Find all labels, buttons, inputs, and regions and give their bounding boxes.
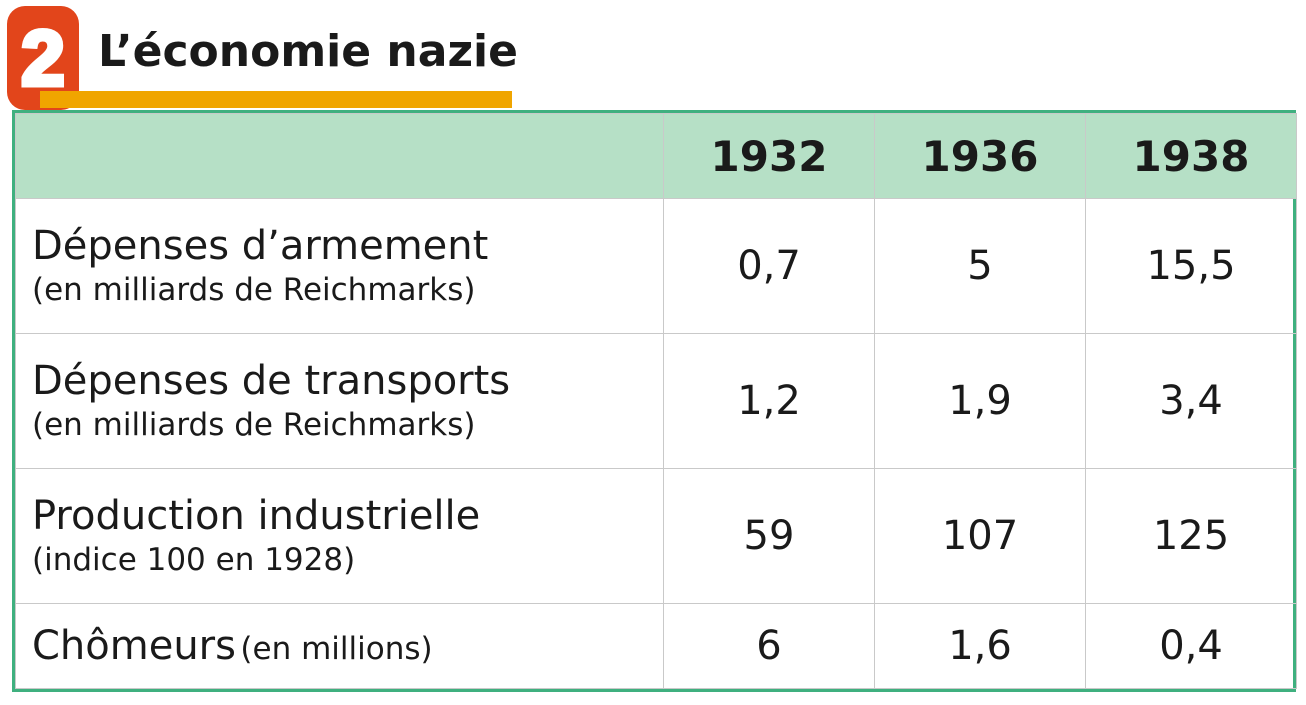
value-cell: 125 xyxy=(1085,468,1297,604)
table-row: Production industrielle (indice 100 en 1… xyxy=(15,468,1297,604)
column-header-1932: 1932 xyxy=(663,113,875,199)
value-cell: 5 xyxy=(874,198,1086,334)
value-cell: 0,4 xyxy=(1085,603,1297,689)
table-row: Chômeurs (en millions) 6 1,6 0,4 xyxy=(15,603,1297,689)
row-label-cell: Dépenses de transports (en milliards de … xyxy=(15,333,664,469)
value-cell: 1,6 xyxy=(874,603,1086,689)
table-header-row: 1932 1936 1938 xyxy=(15,113,1297,199)
value-cell: 0,7 xyxy=(663,198,875,334)
column-header-1938: 1938 xyxy=(1085,113,1297,199)
value-cell: 107 xyxy=(874,468,1086,604)
economy-table: 1932 1936 1938 Dépenses d’armement (en m… xyxy=(15,113,1297,689)
row-unit: (en millions) xyxy=(240,631,433,667)
value-cell: 6 xyxy=(663,603,875,689)
table-row: Dépenses d’armement (en milliards de Rei… xyxy=(15,198,1297,334)
row-unit: (indice 100 en 1928) xyxy=(32,541,356,578)
table-row: Dépenses de transports (en milliards de … xyxy=(15,333,1297,469)
document-title: L’économie nazie xyxy=(98,26,518,77)
value-cell: 3,4 xyxy=(1085,333,1297,469)
row-label: Chômeurs xyxy=(32,623,236,669)
row-label-cell: Chômeurs (en millions) xyxy=(15,603,664,689)
header-empty-cell xyxy=(15,113,664,199)
column-header-1936: 1936 xyxy=(874,113,1086,199)
row-label: Dépenses d’armement xyxy=(32,222,489,269)
value-cell: 15,5 xyxy=(1085,198,1297,334)
document-header: 2 L’économie nazie xyxy=(0,0,1306,112)
row-unit: (en milliards de Reichmarks) xyxy=(32,271,476,308)
data-table-container: 1932 1936 1938 Dépenses d’armement (en m… xyxy=(12,110,1297,692)
value-cell: 1,9 xyxy=(874,333,1086,469)
section-number-badge: 2 xyxy=(7,6,79,110)
row-label: Dépenses de transports xyxy=(32,357,511,404)
value-cell: 59 xyxy=(663,468,875,604)
value-cell: 1,2 xyxy=(663,333,875,469)
title-underline xyxy=(40,91,512,108)
row-label: Production industrielle xyxy=(32,492,481,539)
row-unit: (en milliards de Reichmarks) xyxy=(32,406,476,443)
row-label-cell: Production industrielle (indice 100 en 1… xyxy=(15,468,664,604)
row-label-cell: Dépenses d’armement (en milliards de Rei… xyxy=(15,198,664,334)
section-number: 2 xyxy=(19,14,67,102)
